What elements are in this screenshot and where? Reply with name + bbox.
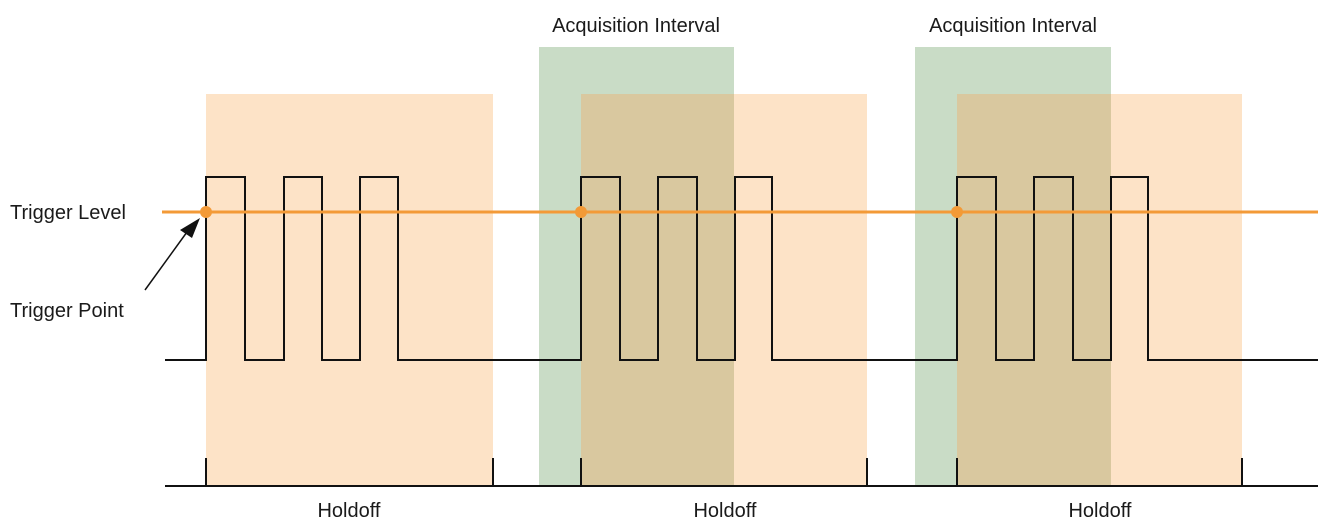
acquisition-interval-label-2: Acquisition Interval <box>929 15 1097 37</box>
trigger-point-marker-2 <box>575 206 587 218</box>
holdoff-label-2: Holdoff <box>693 500 756 522</box>
holdoff-label-3: Holdoff <box>1068 500 1131 522</box>
acquisition-interval-label-1: Acquisition Interval <box>552 15 720 37</box>
trigger-point-label: Trigger Point <box>10 300 124 322</box>
trigger-point-arrow-shaft <box>144 231 188 291</box>
holdoff-region-1 <box>206 94 493 486</box>
trigger-point-arrowhead <box>180 218 200 238</box>
holdoff-label-1: Holdoff <box>317 500 380 522</box>
trigger-point-marker-1 <box>200 206 212 218</box>
signal-waveform <box>165 176 1318 361</box>
trigger-level-label: Trigger Level <box>10 202 126 224</box>
trigger-point-marker-3 <box>951 206 963 218</box>
